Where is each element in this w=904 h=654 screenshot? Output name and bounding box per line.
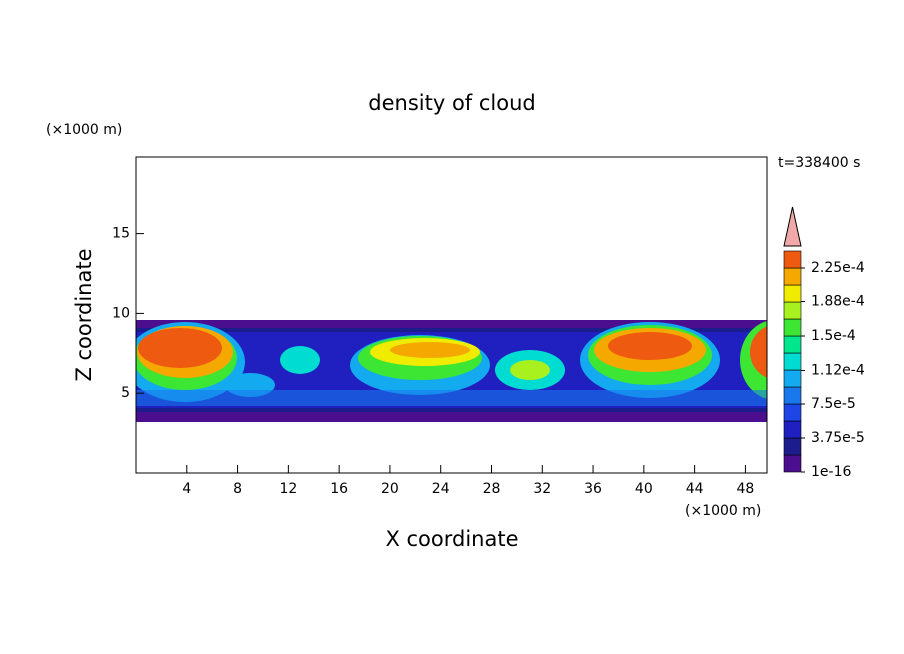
y-tick-label: 5 [121, 385, 130, 401]
x-tick-label: 8 [233, 481, 242, 497]
x-tick-label: 28 [483, 481, 501, 497]
y-tick-label: 10 [112, 305, 130, 321]
colorbar-band [783, 318, 802, 337]
colorbar-tick-label: 1.88e-4 [811, 294, 865, 310]
colorbar-tick-label: 1.12e-4 [811, 362, 865, 378]
x-tick-label: 16 [330, 481, 348, 497]
y-axis-label: Z coordinate [72, 248, 96, 381]
colorbar-band [783, 267, 802, 286]
colorbar-tick-label: 1.5e-4 [811, 328, 856, 344]
colorbar-band [783, 369, 802, 388]
x-tick-label: 4 [182, 481, 191, 497]
plot-frame [135, 156, 768, 474]
chart-title: density of cloud [368, 91, 535, 115]
x-tick-label: 24 [432, 481, 450, 497]
x-tick-label: 20 [381, 481, 399, 497]
colorbar-band [783, 284, 802, 303]
colorbar-over [783, 206, 802, 247]
y-tick-label: 15 [112, 226, 130, 242]
colorbar-band [783, 437, 802, 456]
colorbar-band [783, 301, 802, 320]
colorbar-band [783, 250, 802, 269]
colorbar-tick-label: 1e-16 [811, 464, 851, 480]
colorbar-tick-label: 7.5e-5 [811, 396, 856, 412]
y-unit: (×1000 m) [46, 122, 122, 138]
x-unit: (×1000 m) [685, 503, 761, 519]
x-tick-label: 40 [635, 481, 653, 497]
colorbar-band [783, 420, 802, 439]
x-axis-label: X coordinate [385, 527, 518, 551]
x-tick-label: 32 [533, 481, 551, 497]
colorbar-tick-label: 2.25e-4 [811, 260, 865, 276]
contour-field [136, 320, 767, 422]
x-tick-label: 12 [279, 481, 297, 497]
colorbar-band [783, 386, 802, 405]
x-tick-label: 36 [584, 481, 602, 497]
colorbar-tick-label: 3.75e-5 [811, 430, 865, 446]
x-tick-label: 48 [737, 481, 755, 497]
colorbar-band [783, 335, 802, 354]
colorbar-band [783, 454, 802, 473]
colorbar-band [783, 352, 802, 371]
x-tick-label: 44 [686, 481, 704, 497]
colorbar-band [783, 403, 802, 422]
annotation: t=338400 s [778, 155, 860, 171]
